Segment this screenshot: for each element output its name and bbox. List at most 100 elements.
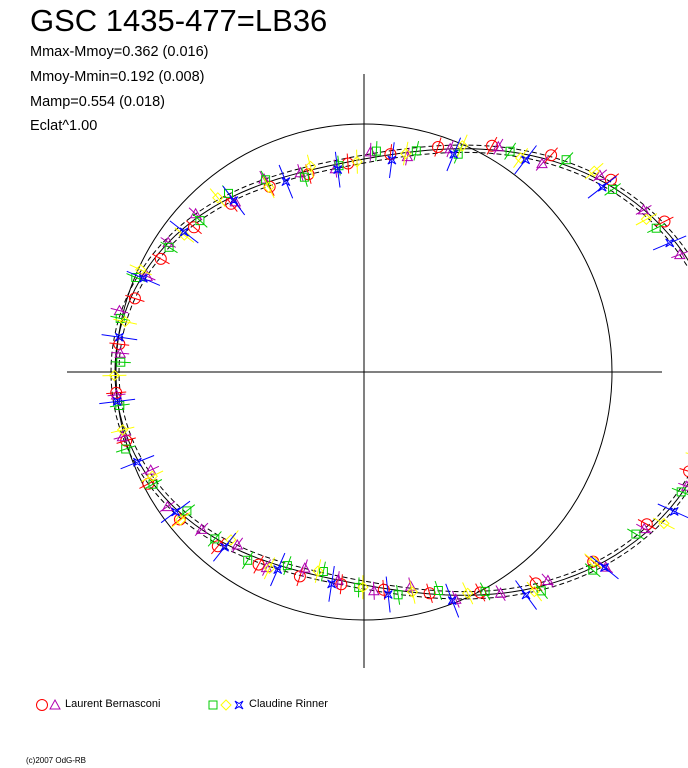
fitted-curves: [110, 144, 688, 600]
point-diamond: [146, 470, 159, 482]
error-bar: [356, 149, 358, 174]
point-star-group: [278, 164, 294, 199]
point-square: [411, 146, 421, 156]
point-circle: [128, 292, 141, 305]
point-star-group: [270, 552, 286, 587]
error-bar: [657, 503, 688, 519]
point-square-group: [192, 213, 208, 228]
error-bar: [534, 582, 548, 600]
point-diamond-group: [113, 315, 138, 328]
point-star-group: [120, 455, 155, 470]
point-star: [112, 396, 122, 406]
point-star: [171, 507, 181, 517]
point-triangle: [368, 584, 380, 596]
stat-eclat: Eclat^1.00: [30, 118, 98, 134]
point-square: [676, 487, 686, 497]
point-star: [521, 590, 531, 600]
point-circle: [486, 139, 498, 152]
point-square-group: [371, 141, 381, 162]
point-square: [116, 357, 126, 367]
point-circle-group: [252, 555, 265, 574]
point-diamond-group: [262, 176, 275, 199]
point-triangle: [298, 562, 311, 573]
point-square: [210, 534, 220, 544]
error-bar: [373, 581, 375, 600]
error-bar: [652, 235, 687, 251]
error-bar: [126, 273, 146, 282]
error-bar: [113, 318, 138, 325]
error-bar: [587, 175, 617, 199]
point-diamond-group: [406, 580, 419, 604]
point-star-group: [652, 235, 687, 251]
point-star: [138, 273, 148, 283]
error-bar: [142, 465, 160, 475]
point-circle-group: [432, 137, 444, 157]
error-bar: [604, 183, 621, 196]
point-circle: [377, 583, 390, 596]
error-bar: [263, 557, 276, 580]
point-circle: [545, 149, 558, 162]
error-bar: [222, 185, 246, 216]
point-circle: [211, 540, 224, 553]
point-star-group: [446, 137, 462, 172]
error-bar: [336, 571, 340, 590]
point-square: [371, 146, 381, 156]
point-square-group: [282, 556, 292, 576]
error-bar: [110, 426, 135, 434]
point-diamond-group: [399, 141, 412, 166]
error-bar: [584, 162, 604, 180]
point-circle: [658, 215, 671, 228]
point-star-group: [445, 583, 460, 618]
point-star-group: [99, 396, 136, 406]
point-triangle-group: [494, 585, 507, 602]
point-square: [505, 146, 515, 156]
error-bar: [209, 188, 226, 208]
point-diamond: [262, 181, 275, 194]
error-bar: [328, 566, 335, 602]
point-star-group: [101, 332, 138, 342]
point-square-group: [126, 273, 146, 282]
point-circle: [529, 577, 542, 590]
error-bar: [445, 583, 460, 618]
point-star-group: [333, 151, 343, 188]
error-bar: [486, 136, 498, 155]
point-square-group: [504, 142, 517, 160]
point-triangle-group: [535, 156, 549, 171]
point-square: [608, 184, 618, 194]
point-circle: [252, 558, 265, 571]
point-triangle-group: [592, 169, 608, 182]
point-star: [521, 155, 531, 165]
point-star: [597, 182, 607, 192]
point-diamond-group: [263, 557, 276, 580]
point-diamond: [108, 369, 121, 382]
error-bar: [526, 581, 543, 602]
error-bar: [262, 176, 275, 199]
error-bar: [160, 500, 191, 524]
error-bar: [99, 398, 136, 405]
point-star-group: [213, 532, 237, 562]
error-bar: [139, 478, 158, 489]
stat-mmoy-mmin: Mmoy-Mmin=0.192 (0.008): [30, 69, 205, 85]
point-triangle-group: [332, 571, 344, 590]
point-square-group: [647, 223, 666, 234]
point-triangle: [638, 522, 651, 534]
point-diamond-group: [584, 162, 604, 180]
error-bar: [679, 468, 688, 472]
legend-label-observer-1: Laurent Bernasconi: [65, 698, 161, 710]
point-square-group: [299, 167, 309, 187]
point-circle-group: [377, 579, 390, 600]
point-circle: [432, 141, 444, 153]
error-bar: [143, 479, 163, 490]
point-triangle: [404, 580, 417, 591]
point-square-group: [534, 582, 548, 600]
point-star-group: [587, 175, 617, 199]
point-diamond-group: [652, 517, 675, 530]
point-square: [261, 175, 271, 185]
fit-curve: [114, 148, 688, 596]
point-diamond-group: [170, 512, 191, 528]
point-diamond: [640, 213, 653, 226]
point-star: [179, 227, 189, 237]
point-square: [561, 155, 571, 165]
error-bar: [446, 137, 462, 172]
